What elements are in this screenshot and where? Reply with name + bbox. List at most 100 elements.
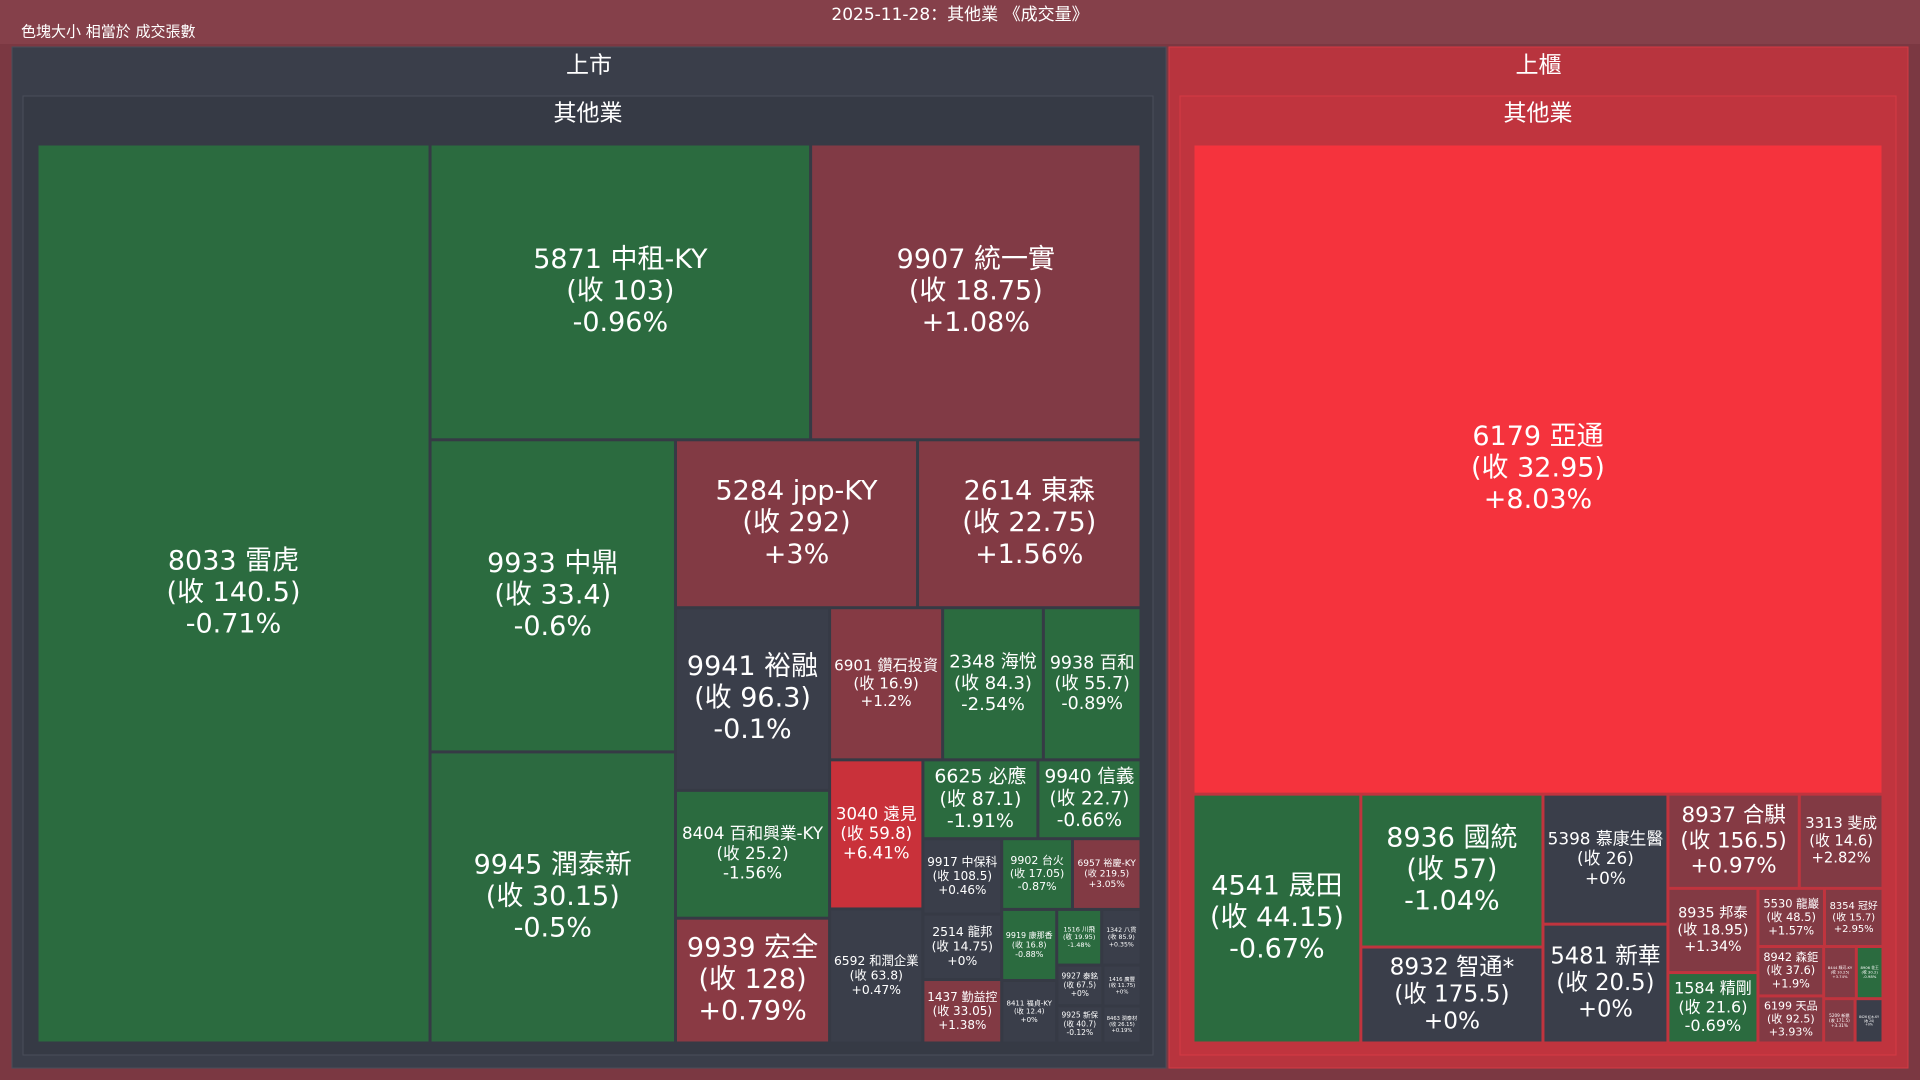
tile-close-label: (收 14.6) (1809, 832, 1873, 849)
tile-label: 8906 花王 (1860, 965, 1879, 970)
tile-change-label: -0.5% (514, 913, 592, 944)
tile-close-label: (收 96.3) (694, 683, 811, 714)
tile (431, 441, 674, 751)
tile-change-label: +1.2% (861, 692, 912, 710)
tile-label: 5481 新華 (1550, 944, 1660, 970)
tile-label: 9939 宏全 (687, 933, 818, 964)
tile (1825, 1000, 1854, 1042)
tile-label: 8942 森鉅 (1763, 950, 1818, 964)
tile-label: 1516 川飛 (1063, 926, 1095, 934)
tile-label: 3040 遠見 (836, 804, 917, 823)
tile (1544, 925, 1667, 1042)
tile (1058, 1007, 1102, 1042)
tile (812, 145, 1140, 439)
tile-close-label: (收 63.8) (850, 968, 903, 982)
tile-change-label: +3.05% (1089, 880, 1126, 890)
tile-close-label: (收 85.9) (1108, 933, 1135, 941)
tile-label: 8444 綠河-KY (1828, 965, 1853, 970)
tile-label: 9938 百和 (1050, 653, 1135, 673)
tile-close-label: (收 12.4) (1014, 1007, 1045, 1016)
tile (1759, 889, 1823, 946)
tile-close-label: (收 30.15) (486, 881, 620, 912)
tile-label: 8937 合騏 (1681, 803, 1785, 828)
tile (1800, 795, 1882, 887)
tile-close-label: (收 19.95) (1063, 932, 1095, 941)
tile-change-label: -1.04% (1404, 886, 1500, 917)
tile (1039, 761, 1140, 838)
tile-close-label: (收 33.4) (494, 579, 611, 610)
tile-change-label: -0.88% (1015, 950, 1044, 959)
tile (431, 753, 674, 1042)
tile-close-label: (收 140.5) (167, 577, 301, 608)
tile (1073, 840, 1140, 908)
tile-close-label: (收 40.7) (1064, 1018, 1097, 1028)
tile-label: 9925 新保 (1062, 1010, 1099, 1020)
tile-change-label: +0.46% (938, 883, 986, 897)
tile-label: 9945 潤泰新 (474, 849, 632, 880)
tile (831, 609, 942, 759)
tile-label: 6901 鑽石投資 (834, 657, 938, 675)
market-label: 上市 (566, 53, 612, 79)
tile-close-label: (收 103) (566, 275, 674, 306)
tile-change-label: -0.87% (1018, 880, 1057, 893)
top-bar (0, 0, 1920, 44)
tile-change-label: +0% (1071, 989, 1089, 998)
tile-change-label: +0% (1578, 997, 1633, 1023)
tile-close-label: (收 26.15) (1109, 1020, 1135, 1028)
tile (1194, 145, 1882, 793)
tile-change-label: +0% (1865, 1022, 1873, 1026)
tile-change-label: +0.47% (851, 983, 901, 997)
tile-close-label: (收 17.05) (1010, 866, 1065, 880)
tile-label: 9927 泰銘 (1062, 971, 1099, 981)
tile (924, 840, 1001, 913)
tile-change-label: +3% (764, 539, 829, 570)
tile-change-label: +0.19% (1112, 1028, 1133, 1034)
tile (1003, 910, 1056, 979)
tile-change-label: -0.89% (1061, 694, 1123, 714)
tile-close-label: (收 171.5) (1829, 1017, 1850, 1024)
tile-change-label: -0.69% (1685, 1016, 1742, 1035)
tile-label: 2348 海悅 (949, 652, 1037, 673)
tile-change-label: -1.48% (1068, 941, 1091, 949)
tile (676, 609, 829, 789)
tile-label: 9902 台火 (1010, 853, 1063, 867)
tile-close-label: (收 15.7) (1832, 910, 1875, 923)
tile-close-label: (收 59.8) (840, 824, 912, 843)
tile-close-label: (收 16.8) (1012, 939, 1047, 949)
tile-close-label: (收 87.1) (939, 788, 1021, 810)
tile-close-label: (收 21.6) (1678, 997, 1747, 1016)
tile-change-label: +3.31% (1831, 1023, 1848, 1028)
tile-label: 2614 東森 (964, 476, 1095, 507)
tile (924, 915, 1001, 979)
tile-change-label: +1.9% (1772, 977, 1810, 990)
tile-label: 1437 勤益控 (927, 990, 997, 1004)
tile-change-label: -1.56% (723, 862, 782, 882)
tile-close-label: (收 16.9) (853, 674, 918, 692)
tile-change-label: +1.34% (1684, 939, 1741, 955)
tile-label: 5871 中租-KY (533, 244, 708, 275)
tile-close-label: (收 108.5) (933, 869, 992, 883)
tile-close-label: (收 128) (698, 964, 806, 995)
tile-close-label: (收 14.75) (932, 939, 993, 953)
tile-close-label: (收 48.5) (1766, 910, 1815, 924)
tile-label: 5398 慕康生醫 (1548, 828, 1664, 848)
tile (38, 145, 429, 1042)
tile-change-label: +0% (1115, 989, 1128, 995)
tile-change-label: -0.12% (1067, 1028, 1094, 1037)
tile-label: 8936 國統 (1386, 822, 1517, 853)
tile-change-label: -0.6% (514, 611, 592, 642)
tile-close-label: (收 92.5) (1767, 1011, 1815, 1025)
tile-change-label: +0% (1424, 1008, 1480, 1035)
tile-label: 1342 八貫 (1106, 927, 1136, 934)
tile-label: 9917 中保科 (927, 854, 997, 869)
tile-label: 8354 冠好 (1830, 900, 1878, 912)
tile-label: 2514 龍邦 (932, 924, 992, 939)
tile-label: 1584 精剛 (1674, 979, 1752, 998)
tile (1759, 997, 1823, 1042)
tile (1058, 910, 1101, 964)
tile (1362, 795, 1542, 946)
tile-label: 9933 中鼎 (487, 548, 618, 579)
tile-label: 8033 雷虎 (168, 545, 299, 576)
tile (1856, 1000, 1882, 1042)
